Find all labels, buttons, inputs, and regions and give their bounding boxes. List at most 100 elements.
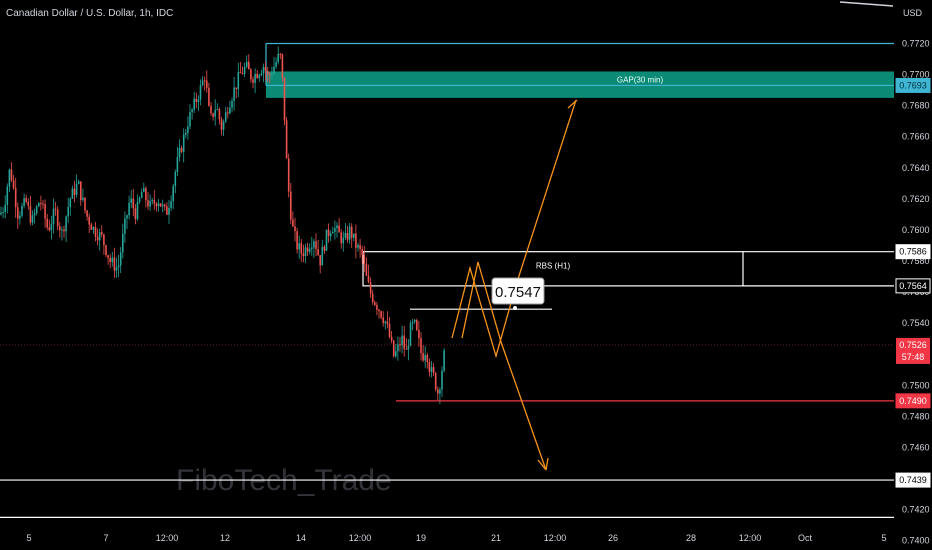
candle-body — [443, 350, 445, 371]
candle-body — [42, 203, 44, 205]
y-tick-label: 0.7660 — [902, 132, 930, 142]
candle-body — [363, 255, 366, 264]
trend-line-top[interactable] — [839, 1, 894, 7]
candle-body — [243, 66, 246, 74]
candle-body — [107, 255, 109, 259]
candle-body — [430, 367, 433, 372]
price-axis[interactable]: 0.7720 0.7700 0.7680 0.7660 0.7640 0.7620 0.76… — [895, 39, 931, 546]
candle-body — [214, 109, 216, 117]
candle-body — [300, 243, 303, 254]
candle-body — [269, 74, 271, 76]
candle-body — [155, 203, 158, 207]
x-tick-label: 21 — [491, 533, 501, 543]
candle-body — [405, 348, 408, 350]
candle-body — [292, 219, 294, 227]
candle-body — [262, 66, 265, 74]
candle-body — [19, 215, 21, 219]
y-tick-label: 0.7640 — [902, 163, 930, 173]
candle-body — [59, 226, 61, 231]
candle-body — [271, 73, 273, 75]
gap-zone-rect[interactable] — [266, 71, 894, 98]
candle-body — [136, 201, 139, 220]
candle-body — [8, 169, 11, 187]
candle-body — [54, 208, 57, 210]
candle-body — [166, 206, 168, 215]
candle-body — [210, 105, 212, 114]
candle-body — [437, 389, 439, 394]
candle-body — [122, 233, 124, 253]
candle-body — [48, 227, 51, 231]
candle-body — [140, 191, 143, 198]
x-tick-label: 12:00 — [544, 533, 567, 543]
rbs-bottom-price-label: 0.7564 — [899, 281, 927, 291]
candle-body — [25, 198, 27, 202]
candle-body — [12, 180, 15, 188]
candle-body — [308, 249, 311, 252]
candle-body — [359, 244, 361, 250]
candle-body — [229, 107, 231, 114]
bullish-projection-path[interactable] — [451, 99, 577, 359]
candle-body — [245, 61, 248, 67]
y-tick-label: 0.7580 — [902, 256, 930, 266]
x-tick-label: 5 — [26, 533, 31, 543]
candle-body — [170, 201, 172, 208]
candle-body — [380, 311, 382, 318]
candle-body — [241, 73, 244, 75]
candle-body — [353, 233, 355, 238]
candle-body — [0, 212, 2, 215]
x-tick-label: 5 — [881, 533, 886, 543]
candle-body — [189, 111, 191, 127]
candle-body — [35, 206, 38, 214]
candle-body — [329, 233, 332, 237]
x-tick-label: 14 — [296, 533, 306, 543]
candle-body — [77, 181, 80, 184]
candle-body — [346, 232, 349, 240]
projection-layer — [451, 99, 578, 471]
candle-body — [27, 201, 30, 206]
candle-body — [69, 198, 72, 208]
candle-body — [313, 241, 315, 248]
bearish-projection-path[interactable] — [461, 261, 547, 471]
time-axis[interactable]: 5 7 12:00 12 14 12:00 19 21 12:00 26 28 12:00 Oct 5 — [26, 533, 886, 543]
candle-body — [65, 216, 67, 232]
gap-mid-price-label-box — [895, 77, 931, 93]
rbs-zone-rect[interactable] — [362, 251, 744, 287]
candle-body — [4, 204, 6, 212]
candle-body — [323, 246, 326, 251]
candle-body — [193, 98, 195, 110]
price-callout-box — [491, 277, 545, 305]
y-tick-label: 0.7420 — [902, 505, 930, 515]
candle-body — [311, 247, 313, 250]
x-tick-label: 7 — [103, 533, 108, 543]
candle-body — [258, 75, 261, 79]
candle-body — [178, 147, 181, 157]
candle-body — [252, 79, 254, 83]
x-tick-label: Oct — [798, 533, 813, 543]
price-callout[interactable]: 0.7547 — [491, 277, 545, 310]
candle-body — [287, 158, 290, 192]
candle-body — [413, 320, 416, 322]
candle-body — [344, 232, 347, 238]
candle-body — [237, 72, 240, 90]
candle-body — [134, 208, 137, 220]
candle-body — [73, 188, 76, 195]
candle-body — [342, 237, 345, 244]
candle-body — [224, 112, 227, 122]
rbs-top-price-label: 0.7586 — [899, 247, 927, 257]
rbs-top-price-label-box — [895, 244, 931, 260]
y-tick-label: 0.7500 — [902, 380, 930, 390]
candle-body — [321, 246, 324, 266]
candle-body — [279, 53, 282, 55]
candle-body — [98, 232, 101, 241]
candle-body — [302, 253, 305, 257]
candle-body — [285, 120, 288, 159]
candle-body — [145, 188, 147, 201]
x-tick-label: 12:00 — [739, 533, 762, 543]
candle-body — [159, 203, 162, 207]
candle-body — [327, 229, 330, 237]
x-tick-label: 12:00 — [156, 533, 179, 543]
candle-body — [105, 245, 107, 256]
candle-body — [113, 257, 116, 271]
candle-body — [388, 323, 391, 337]
